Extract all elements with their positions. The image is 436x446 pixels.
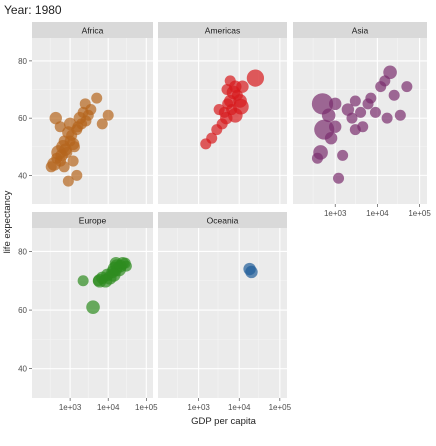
- y-axis-tick-label: 80: [18, 247, 27, 256]
- facet-strip: [32, 212, 153, 228]
- data-point-asia: [383, 65, 397, 80]
- facet-strip: [158, 212, 287, 228]
- data-point-asia: [341, 103, 355, 116]
- x-axis-tick-label: 1e+05: [269, 403, 292, 412]
- x-axis-tick-label: 1e+05: [408, 209, 431, 218]
- facet-label: Africa: [82, 26, 104, 36]
- facet-strip: [293, 22, 427, 38]
- y-axis-tick-label: 60: [18, 114, 27, 123]
- x-axis-tick-label: 1e+04: [228, 403, 251, 412]
- data-point-americas: [206, 132, 218, 144]
- data-point-americas: [224, 75, 236, 87]
- data-point-africa: [54, 121, 66, 133]
- x-axis-title: GDP per capita: [191, 416, 256, 427]
- data-point-asia: [337, 149, 349, 161]
- data-point-asia: [388, 89, 400, 101]
- data-point-africa: [61, 146, 73, 158]
- data-point-africa: [102, 109, 114, 121]
- y-axis-tick-label: 80: [18, 57, 27, 66]
- facet-label: Asia: [352, 26, 369, 36]
- data-point-europe: [106, 268, 121, 282]
- chart-title: Year: 1980: [4, 3, 62, 17]
- y-axis-tick-label: 60: [18, 306, 27, 315]
- x-axis-tick-label: 1e+04: [366, 209, 389, 218]
- data-point-asia: [324, 131, 338, 145]
- data-point-africa: [67, 155, 79, 167]
- data-point-africa: [62, 175, 74, 187]
- data-point-africa: [63, 117, 77, 131]
- facet-strip: [32, 22, 153, 38]
- data-point-asia: [328, 120, 342, 133]
- facet-label: Europe: [79, 216, 107, 226]
- data-point-asia: [381, 112, 393, 124]
- y-axis-title: life expectancy: [2, 190, 13, 253]
- facet-strip: [158, 22, 287, 38]
- data-point-europe: [120, 260, 132, 272]
- x-axis-tick-label: 1e+05: [135, 403, 158, 412]
- x-axis-tick-label: 1e+03: [59, 403, 82, 412]
- data-point-europe: [86, 300, 100, 314]
- data-point-asia: [349, 95, 361, 107]
- data-point-americas: [246, 69, 265, 87]
- data-point-asia: [394, 109, 406, 121]
- data-point-africa: [71, 169, 83, 181]
- data-point-africa: [91, 92, 103, 104]
- data-point-europe: [77, 275, 89, 287]
- data-point-asia: [355, 106, 367, 118]
- data-point-americas: [221, 84, 233, 96]
- data-point-africa: [49, 111, 62, 125]
- data-point-asia: [369, 106, 381, 118]
- data-point-asia: [346, 112, 358, 124]
- facet-label: Oceania: [207, 216, 239, 226]
- y-axis-tick-label: 40: [18, 171, 27, 180]
- data-point-asia: [365, 92, 377, 104]
- data-point-asia: [333, 172, 345, 184]
- data-point-africa: [79, 98, 91, 110]
- data-point-europe: [109, 256, 123, 270]
- data-point-africa: [58, 161, 70, 173]
- data-point-americas: [233, 98, 249, 115]
- x-axis-tick-label: 1e+03: [187, 403, 210, 412]
- data-point-europe: [92, 273, 107, 288]
- data-point-asia: [349, 124, 361, 136]
- data-point-africa: [96, 118, 108, 130]
- x-axis-tick-label: 1e+04: [97, 403, 120, 412]
- data-point-asia: [311, 152, 323, 164]
- data-point-americas: [236, 80, 249, 93]
- data-point-asia: [328, 97, 342, 111]
- data-point-africa: [68, 141, 80, 153]
- y-axis-tick-label: 40: [18, 365, 27, 374]
- panel-background: [158, 228, 287, 398]
- data-point-asia: [401, 81, 413, 93]
- facet-label: Americas: [205, 26, 240, 36]
- panel-background: [293, 38, 427, 204]
- data-point-asia: [321, 108, 336, 123]
- x-axis-tick-label: 1e+03: [324, 209, 347, 218]
- data-point-oceania: [245, 265, 258, 279]
